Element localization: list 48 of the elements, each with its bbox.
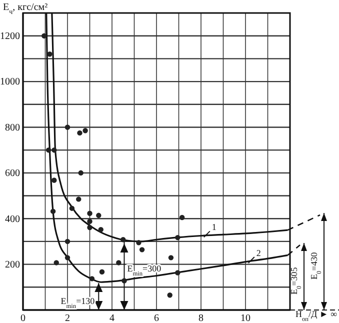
x-tick-label: 0 <box>20 313 26 323</box>
point <box>98 226 104 232</box>
y-tick-label: 1000 <box>0 76 20 88</box>
point <box>139 247 145 252</box>
x-tick-label: 4 <box>110 313 114 323</box>
point <box>89 276 95 282</box>
point <box>167 292 172 298</box>
y-tick-label: 400 <box>5 214 20 225</box>
point <box>96 212 102 218</box>
point <box>168 255 174 260</box>
x-tick-label: 6 <box>154 313 159 323</box>
point <box>136 240 142 246</box>
point <box>120 237 126 242</box>
point <box>52 147 57 153</box>
x-tick-label: 2 <box>65 313 70 323</box>
point <box>77 130 82 136</box>
point <box>99 269 105 274</box>
point <box>42 33 47 38</box>
x-tick-label: 8 <box>198 313 204 323</box>
x-tick-label: 10 <box>240 313 250 323</box>
point <box>116 260 122 266</box>
point <box>76 196 82 202</box>
y-tick-label: 600 <box>5 168 20 180</box>
point <box>46 147 52 153</box>
annotation: 2 <box>256 248 261 258</box>
point <box>87 210 92 216</box>
point <box>64 255 70 260</box>
point <box>175 270 180 276</box>
point <box>87 218 92 224</box>
point <box>64 238 70 244</box>
y-axis-title: E$_{ч}$, кгс/см² <box>3 2 48 16</box>
point <box>50 208 56 214</box>
x-axis-title: H$_{оп}$/Д ► ∞ <box>296 309 338 322</box>
point <box>78 170 84 176</box>
y-tick-label: 200 <box>5 260 20 271</box>
point <box>87 224 92 230</box>
point <box>82 128 88 134</box>
y-tick-label: 1200 <box>0 31 20 42</box>
point <box>54 260 59 266</box>
annotation: 1 <box>212 222 216 232</box>
point <box>52 178 57 183</box>
point <box>64 124 70 130</box>
point <box>47 52 52 57</box>
y-tick-label: 800 <box>5 122 20 134</box>
point <box>122 278 127 284</box>
point <box>179 214 185 220</box>
point <box>175 234 180 240</box>
point <box>69 206 75 211</box>
